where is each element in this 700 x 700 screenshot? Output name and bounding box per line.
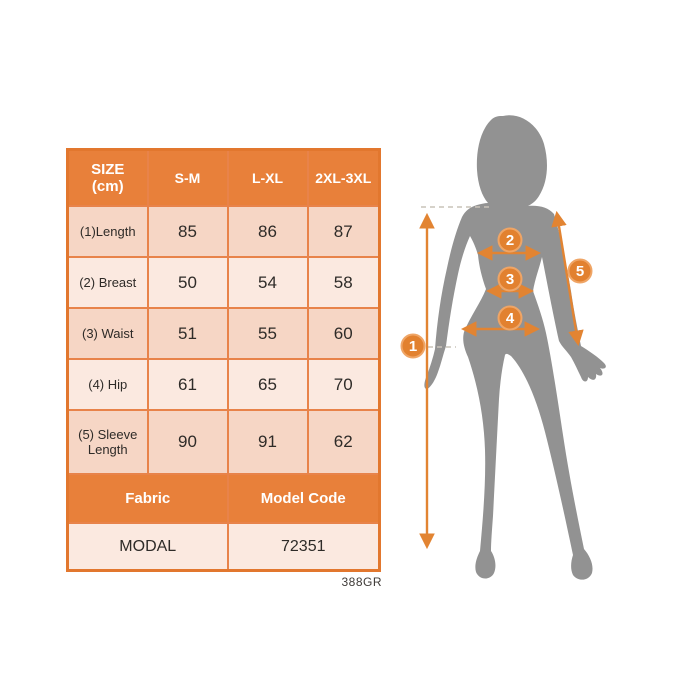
value-cell: 87 (306, 205, 381, 258)
table-footer-header-row: Fabric Model Code (66, 473, 381, 524)
badge-circle (400, 333, 426, 359)
row-label-sleeve-length: (5) Sleeve Length (66, 409, 149, 475)
table-footer-value-row: MODAL 72351 (66, 522, 381, 572)
table-row-length: (1)Length 85 86 87 (66, 205, 381, 258)
col-header-sm: S-M (146, 148, 229, 207)
measure-badge-2: 2 (497, 227, 523, 253)
value-cell: 51 (146, 307, 229, 360)
table-row-waist: (3) Waist 51 55 60 (66, 307, 381, 360)
badge-circle (497, 266, 523, 292)
badge-circle (497, 305, 523, 331)
measure-badge-4: 4 (497, 305, 523, 331)
col-header-2xl3xl: 2XL-3XL (306, 148, 381, 207)
badge-circle (497, 227, 523, 253)
size-table: SIZE (cm) S-M L-XL 2XL-3XL (1)Length 85 … (66, 148, 381, 572)
size-table-header-row: SIZE (cm) S-M L-XL 2XL-3XL (66, 148, 381, 207)
badge-number: 2 (506, 232, 514, 249)
value-cell: 91 (226, 409, 309, 475)
value-cell: 62 (306, 409, 381, 475)
value-cell: 65 (226, 358, 309, 411)
value-cell: 90 (146, 409, 229, 475)
badge-number: 4 (506, 310, 515, 327)
table-row-sleeve-length: (5) Sleeve Length 90 91 62 (66, 409, 381, 475)
value-cell: 60 (306, 307, 381, 360)
sleeve-arrow (551, 210, 584, 347)
row-label-hip: (4) Hip (66, 358, 149, 411)
model-code-value: 72351 (226, 522, 381, 572)
row-label-length: (1)Length (66, 205, 149, 258)
table-row-breast: (2) Breast 50 54 58 (66, 256, 381, 309)
measurement-figure: 1 2 3 4 5 (400, 115, 606, 580)
value-cell: 58 (306, 256, 381, 309)
fabric-value: MODAL (66, 522, 229, 572)
fabric-header: Fabric (66, 473, 229, 524)
value-cell: 86 (226, 205, 309, 258)
size-unit-header: SIZE (cm) (66, 148, 149, 207)
badge-number: 5 (576, 263, 584, 280)
table-row-hip: (4) Hip 61 65 70 (66, 358, 381, 411)
body-silhouette (424, 115, 606, 580)
value-cell: 50 (146, 256, 229, 309)
row-label-waist: (3) Waist (66, 307, 149, 360)
value-cell: 70 (306, 358, 381, 411)
badge-circle (567, 258, 593, 284)
badge-number: 1 (409, 338, 417, 355)
measure-badge-3: 3 (497, 266, 523, 292)
value-cell: 55 (226, 307, 309, 360)
product-code-label: 388GR (341, 575, 382, 589)
row-label-breast: (2) Breast (66, 256, 149, 309)
measure-badge-5: 5 (567, 258, 593, 284)
badge-number: 3 (506, 271, 514, 288)
model-code-header: Model Code (226, 473, 381, 524)
value-cell: 85 (146, 205, 229, 258)
value-cell: 61 (146, 358, 229, 411)
measure-badge-1: 1 (400, 333, 426, 359)
value-cell: 54 (226, 256, 309, 309)
col-header-lxl: L-XL (226, 148, 309, 207)
